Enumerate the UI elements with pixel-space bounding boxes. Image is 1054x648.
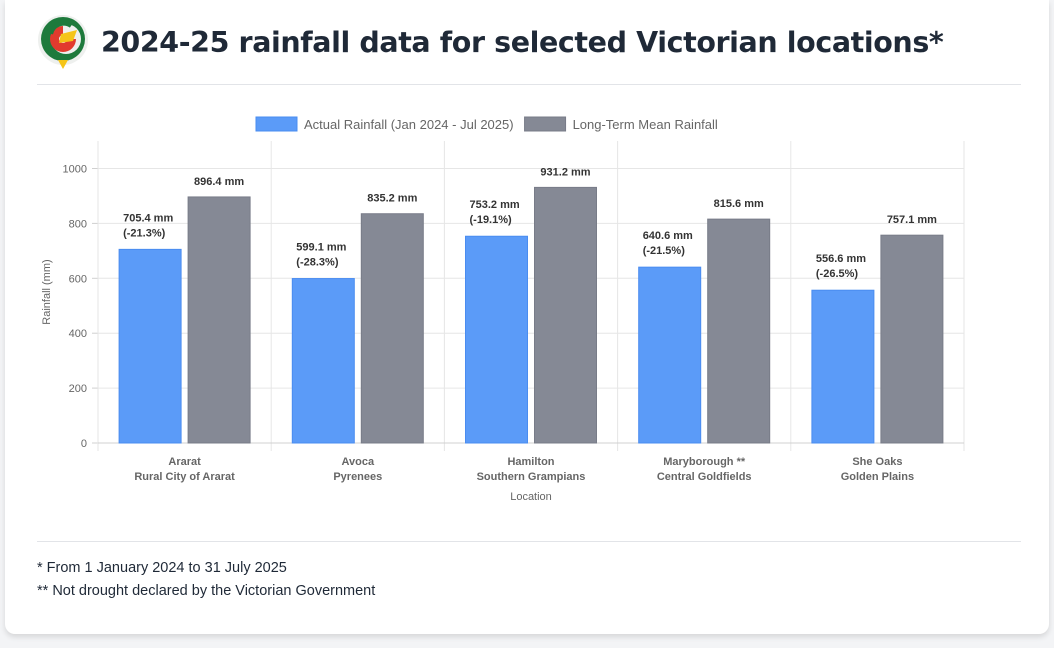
bar-mean bbox=[880, 234, 944, 444]
bar-value-label: 757.1 mm bbox=[887, 214, 937, 226]
bar-value-label: (-21.5%) bbox=[643, 245, 686, 257]
y-tick-label: 200 bbox=[69, 383, 87, 395]
x-tick-label: Central Goldfields bbox=[657, 471, 752, 483]
y-tick-label: 1000 bbox=[63, 164, 87, 176]
bar-value-label: (-21.3%) bbox=[123, 227, 166, 239]
bar-mean bbox=[360, 213, 424, 444]
bar-value-label: 705.4 mm bbox=[123, 212, 173, 224]
bar-mean bbox=[534, 186, 597, 444]
bar-value-label: (-26.5%) bbox=[816, 268, 859, 280]
bar-value-label: 599.1 mm bbox=[296, 242, 346, 254]
bar-value-label: 835.2 mm bbox=[367, 193, 417, 205]
bar-value-label: (-28.3%) bbox=[296, 257, 339, 269]
y-tick-label: 400 bbox=[69, 328, 87, 340]
rainfall-bar-chart: 0 200 400 600 800 1000 705.4 mm (-21.3%) 896.4 m… bbox=[41, 116, 965, 503]
y-axis-title: Rainfall (mm) bbox=[41, 259, 53, 324]
header: 2024-25 rainfall data for selected Victo… bbox=[37, 14, 1021, 85]
x-tick-label: She Oaks bbox=[852, 456, 902, 468]
bar-actual bbox=[118, 248, 182, 444]
bar-value-label: 753.2 mm bbox=[470, 199, 520, 211]
bar-mean bbox=[707, 218, 771, 444]
x-tick-label: Ararat bbox=[168, 456, 201, 468]
legend-swatch-actual bbox=[255, 116, 298, 132]
bar-value-label: 931.2 mm bbox=[540, 166, 590, 178]
chart-card: 2024-25 rainfall data for selected Victo… bbox=[5, 0, 1049, 634]
bar-actual bbox=[811, 289, 875, 444]
footnotes: * From 1 January 2024 to 31 July 2025 **… bbox=[37, 560, 375, 606]
y-tick-label: 800 bbox=[69, 218, 87, 230]
bar-value-label: 640.6 mm bbox=[643, 230, 693, 242]
bar-actual bbox=[291, 278, 355, 444]
footnote-drought: ** Not drought declared by the Victorian… bbox=[37, 583, 376, 599]
x-tick-label: Golden Plains bbox=[841, 471, 914, 483]
bar-value-label: (-19.1%) bbox=[470, 214, 513, 226]
x-tick-label: Pyrenees bbox=[333, 471, 382, 483]
footnote-period: * From 1 January 2024 to 31 July 2025 bbox=[37, 560, 287, 576]
bar-value-label: 815.6 mm bbox=[714, 198, 764, 210]
bar-actual bbox=[638, 266, 702, 444]
bar-actual bbox=[465, 235, 528, 444]
x-tick-label: Rural City of Ararat bbox=[134, 471, 235, 483]
legend-label-actual: Actual Rainfall (Jan 2024 - Jul 2025) bbox=[304, 117, 514, 132]
bar-mean bbox=[187, 196, 251, 444]
legend-swatch-mean bbox=[524, 116, 567, 132]
x-axis-title: Location bbox=[510, 491, 552, 503]
y-tick-label: 0 bbox=[81, 438, 87, 450]
bar-value-label: 896.4 mm bbox=[194, 176, 244, 188]
y-tick-label: 600 bbox=[69, 273, 87, 285]
bar-value-label: 556.6 mm bbox=[816, 253, 866, 265]
footnote-divider bbox=[37, 541, 1021, 542]
x-tick-label: Hamilton bbox=[507, 456, 554, 468]
victoria-drought-logo-icon bbox=[38, 15, 88, 69]
x-tick-label: Southern Grampians bbox=[477, 471, 586, 483]
x-tick-label: Avoca bbox=[341, 456, 374, 468]
page-title: 2024-25 rainfall data for selected Victo… bbox=[101, 26, 944, 59]
legend-label-mean: Long-Term Mean Rainfall bbox=[573, 117, 718, 132]
x-tick-label: Maryborough ** bbox=[663, 456, 746, 468]
